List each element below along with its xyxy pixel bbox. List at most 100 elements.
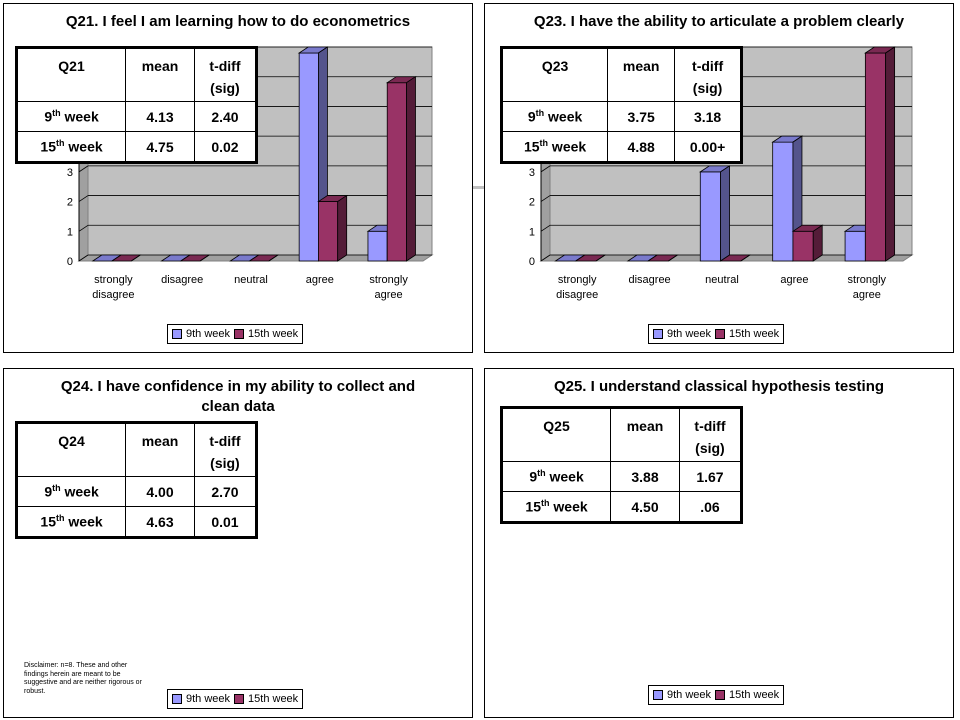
gridline <box>540 165 551 173</box>
x-category-label: neutral <box>705 274 739 286</box>
chart-panel-q23: 0 1 2 3 strongly disagree disagree neutral agree… <box>484 3 954 353</box>
bar-week9 <box>699 171 721 262</box>
legend-swatch-week15 <box>715 329 726 339</box>
bar-week9 <box>772 141 794 262</box>
legend-label-week9: 9th week <box>667 328 712 340</box>
stats-tdiff: 2.40 <box>193 101 258 132</box>
bar-side <box>812 224 823 262</box>
stats-tdiff-header: t-diff (sig) <box>193 47 258 102</box>
x-category-label: strongly <box>558 274 597 286</box>
bar-side <box>885 46 896 262</box>
legend-label-week15: 15th week <box>248 328 299 340</box>
stats-question: Q24 <box>15 422 127 477</box>
gridline <box>78 254 89 262</box>
stats-mean: 3.75 <box>607 101 676 132</box>
x-category-label: strongly <box>369 274 408 286</box>
x-category-label: agree <box>853 289 881 301</box>
legend-swatch-week15 <box>234 694 245 704</box>
bar-side <box>268 254 279 262</box>
chart-legend: 9th week 15th week <box>648 685 785 705</box>
stats-tdiff: 0.02 <box>193 131 258 163</box>
bar-side <box>595 254 606 262</box>
bar-side <box>740 254 751 262</box>
x-category-label: strongly <box>848 274 887 286</box>
stats-row-label: 15th week <box>15 131 127 163</box>
bar-side <box>131 254 141 262</box>
stats-tdiff: 2.70 <box>193 476 258 507</box>
stats-row-label: 9th week <box>15 476 127 507</box>
legend-swatch-week9 <box>172 694 182 704</box>
stats-tdiff-header: t-diff (sig) <box>674 47 742 102</box>
stats-tdiff: 1.67 <box>678 461 743 492</box>
legend-swatch-week15 <box>715 690 726 700</box>
bar-week15 <box>318 201 339 262</box>
stats-tdiff: .06 <box>678 491 743 523</box>
gridline <box>540 195 551 202</box>
gridline <box>78 224 89 232</box>
bar-side <box>199 254 210 262</box>
stats-mean: 4.13 <box>125 101 195 132</box>
stats-question: Q21 <box>15 47 127 102</box>
chart-title: Q23. I have the ability to articulate a … <box>533 13 905 30</box>
stats-table: Q25 mean t-diff (sig) 9th week 3.88 1.67 … <box>500 406 743 524</box>
gridline <box>78 195 89 202</box>
stats-row-label: 15th week <box>500 131 609 163</box>
stats-tdiff: 3.18 <box>674 101 742 132</box>
bar-week9 <box>844 230 866 262</box>
stats-table: Q24 mean t-diff (sig) 9th week 4.00 2.70 … <box>15 421 258 539</box>
x-category-label: disagree <box>92 289 134 301</box>
stats-question: Q23 <box>500 47 609 102</box>
x-category-label: disagree <box>556 289 598 301</box>
y-tick-label: 2 <box>529 197 535 209</box>
x-category-label: agree <box>306 274 334 286</box>
stats-row-label: 9th week <box>15 101 127 132</box>
stats-mean: 3.88 <box>610 461 680 492</box>
stats-mean: 4.63 <box>125 506 195 538</box>
bar-week15 <box>386 82 407 262</box>
bar-week15 <box>792 230 814 262</box>
legend-label-week9: 9th week <box>186 328 231 340</box>
legend-label-week15: 15th week <box>248 693 299 705</box>
x-category-label: agree <box>780 274 808 286</box>
bar-side <box>720 165 730 262</box>
legend-swatch-week15 <box>234 329 245 339</box>
chart-title: Q25. I understand classical hypothesis t… <box>553 378 885 395</box>
legend-label-week15: 15th week <box>729 328 780 340</box>
legend-label-week9: 9th week <box>186 693 231 705</box>
chart-legend: 9th week 15th week <box>648 324 785 344</box>
x-category-label: disagree <box>628 274 670 286</box>
x-category-label: disagree <box>161 274 203 286</box>
stats-row-label: 15th week <box>500 491 612 523</box>
gridline <box>540 224 551 232</box>
stats-table: Q23 mean t-diff (sig) 9th week 3.75 3.18 … <box>500 46 743 164</box>
bar-side <box>406 75 416 262</box>
legend-swatch-week9 <box>172 329 182 339</box>
stats-mean: 4.88 <box>607 131 676 163</box>
chart-title: Q24. I have confidence in my ability to … <box>60 378 416 415</box>
stats-tdiff-header: t-diff (sig) <box>193 422 258 477</box>
stats-tdiff: 0.01 <box>193 506 258 538</box>
legend-label-week15: 15th week <box>729 689 780 701</box>
chart-panel-q24: 01234stronglydisagreedisagreeneutralagre… <box>3 368 473 718</box>
y-tick-label: 1 <box>529 226 535 238</box>
legend-swatch-week9 <box>653 690 663 700</box>
stats-row-label: 9th week <box>500 101 609 132</box>
y-tick-label: 2 <box>67 197 73 209</box>
chart-legend: 9th week 15th week <box>167 689 304 709</box>
legend-swatch-week9 <box>653 329 663 339</box>
bar-week15 <box>864 52 887 262</box>
y-tick-label: 1 <box>67 226 73 238</box>
stats-mean: 4.50 <box>610 491 680 523</box>
stats-mean-header: mean <box>610 407 680 462</box>
stats-table: Q21 mean t-diff (sig) 9th week 4.13 2.40 … <box>15 46 258 164</box>
stats-tdiff: 0.00+ <box>674 131 742 163</box>
disclaimer-text: Disclaimer: n=8. These and other finding… <box>24 662 142 695</box>
stats-question: Q25 <box>500 407 612 462</box>
x-category-label: strongly <box>94 274 133 286</box>
gridline <box>540 254 551 262</box>
x-category-label: neutral <box>234 274 268 286</box>
y-tick-label: 0 <box>529 256 535 268</box>
x-category-label: agree <box>375 289 403 301</box>
stats-mean-header: mean <box>125 422 195 477</box>
y-tick-label: 3 <box>67 167 73 179</box>
